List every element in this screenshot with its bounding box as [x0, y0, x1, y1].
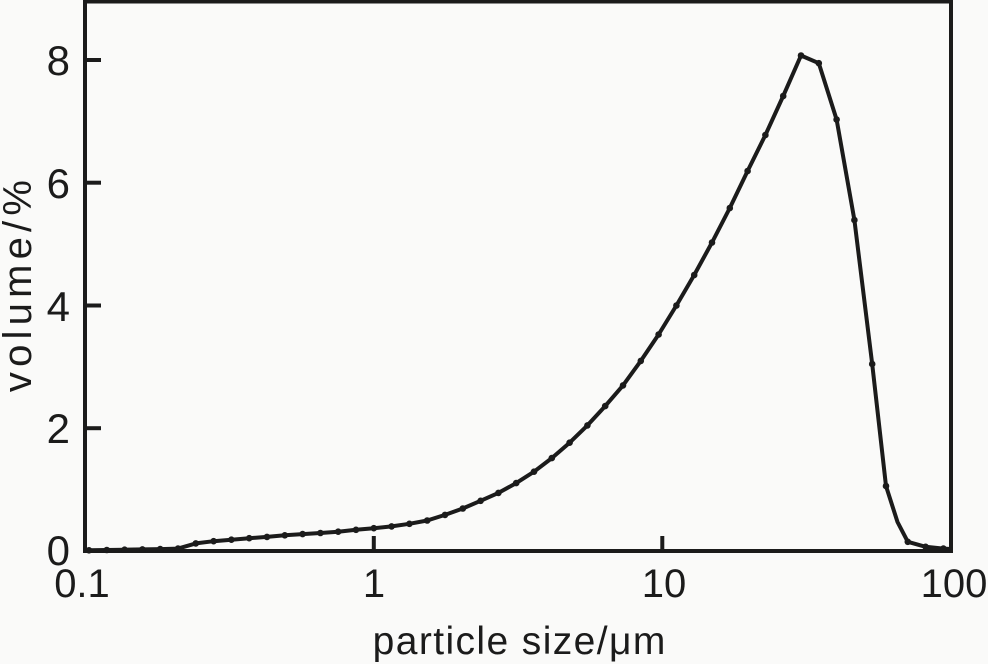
- svg-text:particle size/μm: particle size/μm: [373, 620, 667, 663]
- svg-text:1: 1: [363, 562, 385, 606]
- svg-text:2: 2: [47, 405, 70, 452]
- svg-text:0: 0: [47, 527, 70, 574]
- svg-text:4: 4: [47, 283, 70, 330]
- svg-text:8: 8: [47, 37, 70, 84]
- svg-text:10: 10: [642, 562, 687, 606]
- svg-text:volume/%: volume/%: [0, 175, 40, 392]
- svg-text:0.1: 0.1: [54, 562, 110, 606]
- svg-text:6: 6: [47, 160, 70, 207]
- svg-text:100: 100: [921, 562, 988, 606]
